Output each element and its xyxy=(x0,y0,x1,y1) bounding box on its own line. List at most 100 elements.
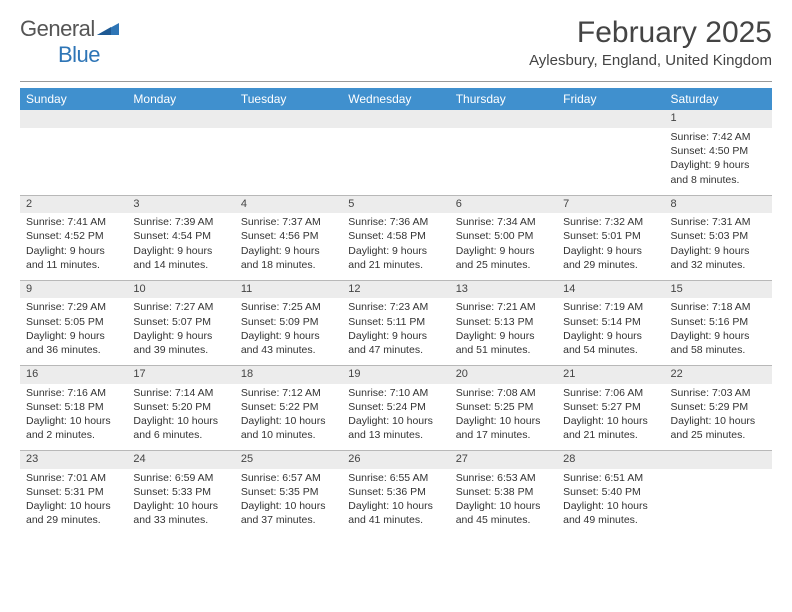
sunset: Sunset: 5:07 PM xyxy=(133,315,228,329)
day-data: Sunrise: 7:41 AMSunset: 4:52 PMDaylight:… xyxy=(20,213,127,280)
sunset: Sunset: 5:25 PM xyxy=(456,400,551,414)
sunset: Sunset: 5:38 PM xyxy=(456,485,551,499)
sunset: Sunset: 5:35 PM xyxy=(241,485,336,499)
daylight: Daylight: 9 hours and 39 minutes. xyxy=(133,329,228,357)
logo: General xyxy=(20,16,119,42)
sunset: Sunset: 5:20 PM xyxy=(133,400,228,414)
day-data: Sunrise: 6:59 AMSunset: 5:33 PMDaylight:… xyxy=(127,469,234,536)
day-data xyxy=(665,469,772,536)
sunrise: Sunrise: 7:12 AM xyxy=(241,386,336,400)
daynum-row: 2345678 xyxy=(20,195,772,213)
daynum-row: 16171819202122 xyxy=(20,366,772,384)
logo-text-1: General xyxy=(20,16,95,42)
sunset: Sunset: 4:50 PM xyxy=(671,144,766,158)
sunrise: Sunrise: 7:14 AM xyxy=(133,386,228,400)
day-number: 7 xyxy=(557,195,664,213)
day-number: 17 xyxy=(127,366,234,384)
daylight: Daylight: 10 hours and 37 minutes. xyxy=(241,499,336,527)
day-data: Sunrise: 6:55 AMSunset: 5:36 PMDaylight:… xyxy=(342,469,449,536)
day-data: Sunrise: 7:18 AMSunset: 5:16 PMDaylight:… xyxy=(665,298,772,365)
day-data: Sunrise: 7:23 AMSunset: 5:11 PMDaylight:… xyxy=(342,298,449,365)
logo-text-2: Blue xyxy=(58,42,100,67)
daylight: Daylight: 10 hours and 49 minutes. xyxy=(563,499,658,527)
data-row: Sunrise: 7:41 AMSunset: 4:52 PMDaylight:… xyxy=(20,213,772,280)
sunrise: Sunrise: 6:57 AM xyxy=(241,471,336,485)
sunrise: Sunrise: 7:01 AM xyxy=(26,471,121,485)
daylight: Daylight: 9 hours and 32 minutes. xyxy=(671,244,766,272)
sunrise: Sunrise: 7:42 AM xyxy=(671,130,766,144)
sunrise: Sunrise: 7:37 AM xyxy=(241,215,336,229)
sunset: Sunset: 5:29 PM xyxy=(671,400,766,414)
day-number: 12 xyxy=(342,280,449,298)
day-data: Sunrise: 6:51 AMSunset: 5:40 PMDaylight:… xyxy=(557,469,664,536)
logo-triangle-icon xyxy=(97,19,119,40)
sunrise: Sunrise: 7:27 AM xyxy=(133,300,228,314)
day-number: 14 xyxy=(557,280,664,298)
sunset: Sunset: 5:05 PM xyxy=(26,315,121,329)
sunset: Sunset: 5:00 PM xyxy=(456,229,551,243)
sunset: Sunset: 5:31 PM xyxy=(26,485,121,499)
day-data: Sunrise: 7:36 AMSunset: 4:58 PMDaylight:… xyxy=(342,213,449,280)
day-header: Monday xyxy=(127,88,234,110)
sunrise: Sunrise: 7:23 AM xyxy=(348,300,443,314)
day-data xyxy=(127,128,234,195)
sunrise: Sunrise: 6:59 AM xyxy=(133,471,228,485)
day-data: Sunrise: 7:32 AMSunset: 5:01 PMDaylight:… xyxy=(557,213,664,280)
day-data: Sunrise: 7:14 AMSunset: 5:20 PMDaylight:… xyxy=(127,384,234,451)
day-number: 13 xyxy=(450,280,557,298)
day-number: 16 xyxy=(20,366,127,384)
day-number: 1 xyxy=(665,110,772,128)
day-number xyxy=(450,110,557,128)
calendar-header: SundayMondayTuesdayWednesdayThursdayFrid… xyxy=(20,88,772,110)
day-data xyxy=(557,128,664,195)
day-number: 5 xyxy=(342,195,449,213)
day-header: Thursday xyxy=(450,88,557,110)
day-data: Sunrise: 7:37 AMSunset: 4:56 PMDaylight:… xyxy=(235,213,342,280)
daylight: Daylight: 9 hours and 8 minutes. xyxy=(671,158,766,186)
sunrise: Sunrise: 6:51 AM xyxy=(563,471,658,485)
daylight: Daylight: 10 hours and 17 minutes. xyxy=(456,414,551,442)
day-header: Saturday xyxy=(665,88,772,110)
day-number: 23 xyxy=(20,451,127,469)
day-number: 11 xyxy=(235,280,342,298)
sunrise: Sunrise: 7:34 AM xyxy=(456,215,551,229)
sunset: Sunset: 5:09 PM xyxy=(241,315,336,329)
day-data: Sunrise: 7:06 AMSunset: 5:27 PMDaylight:… xyxy=(557,384,664,451)
sunrise: Sunrise: 6:55 AM xyxy=(348,471,443,485)
daylight: Daylight: 9 hours and 36 minutes. xyxy=(26,329,121,357)
sunset: Sunset: 5:03 PM xyxy=(671,229,766,243)
day-data: Sunrise: 7:19 AMSunset: 5:14 PMDaylight:… xyxy=(557,298,664,365)
day-number: 27 xyxy=(450,451,557,469)
day-number xyxy=(20,110,127,128)
sunrise: Sunrise: 7:31 AM xyxy=(671,215,766,229)
sunset: Sunset: 4:56 PM xyxy=(241,229,336,243)
day-data xyxy=(342,128,449,195)
divider xyxy=(20,81,772,82)
day-data: Sunrise: 7:10 AMSunset: 5:24 PMDaylight:… xyxy=(342,384,449,451)
day-header: Friday xyxy=(557,88,664,110)
daylight: Daylight: 9 hours and 21 minutes. xyxy=(348,244,443,272)
daylight: Daylight: 10 hours and 6 minutes. xyxy=(133,414,228,442)
daylight: Daylight: 9 hours and 51 minutes. xyxy=(456,329,551,357)
day-number xyxy=(235,110,342,128)
day-number: 9 xyxy=(20,280,127,298)
day-data: Sunrise: 7:08 AMSunset: 5:25 PMDaylight:… xyxy=(450,384,557,451)
sunset: Sunset: 5:33 PM xyxy=(133,485,228,499)
sunset: Sunset: 5:27 PM xyxy=(563,400,658,414)
daylight: Daylight: 10 hours and 10 minutes. xyxy=(241,414,336,442)
daynum-row: 1 xyxy=(20,110,772,128)
data-row: Sunrise: 7:16 AMSunset: 5:18 PMDaylight:… xyxy=(20,384,772,451)
day-data xyxy=(235,128,342,195)
day-number: 24 xyxy=(127,451,234,469)
day-number: 10 xyxy=(127,280,234,298)
daylight: Daylight: 9 hours and 54 minutes. xyxy=(563,329,658,357)
sunrise: Sunrise: 7:08 AM xyxy=(456,386,551,400)
day-data: Sunrise: 7:39 AMSunset: 4:54 PMDaylight:… xyxy=(127,213,234,280)
data-row: Sunrise: 7:01 AMSunset: 5:31 PM Daylight:… xyxy=(20,469,772,536)
sunset: Sunset: 5:24 PM xyxy=(348,400,443,414)
daylight: Daylight: 9 hours and 47 minutes. xyxy=(348,329,443,357)
day-number: 18 xyxy=(235,366,342,384)
sunrise: Sunrise: 7:19 AM xyxy=(563,300,658,314)
daylight: Daylight: 9 hours and 25 minutes. xyxy=(456,244,551,272)
day-number: 19 xyxy=(342,366,449,384)
